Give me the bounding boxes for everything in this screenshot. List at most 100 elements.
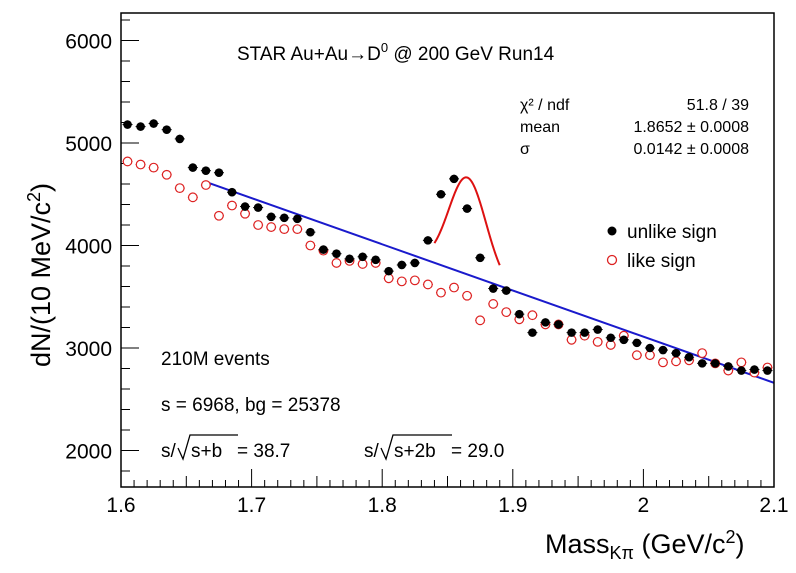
legend-label-unlike: unlike sign [627, 222, 717, 243]
y-tick-label: 4000 [65, 236, 112, 259]
data-point [645, 343, 655, 353]
annotation-counts: s = 6968, bg = 25378 [161, 395, 341, 416]
data-point [305, 240, 316, 251]
fit-stat-chi2-label: χ² / ndf [520, 97, 570, 114]
like-sign-series [122, 156, 773, 378]
legend: unlike sign like sign [606, 222, 717, 272]
data-point [397, 260, 407, 270]
signal-fit-curve [433, 176, 501, 266]
data-point [240, 202, 250, 211]
data-point [606, 333, 616, 343]
legend-label-like: like sign [627, 251, 696, 272]
sig2-prefix: s/ [364, 441, 380, 462]
data-point [123, 120, 132, 129]
sqrt-sign-icon [177, 434, 238, 461]
data-point [528, 328, 537, 337]
data-point [723, 362, 733, 371]
data-point [293, 214, 302, 224]
data-point [266, 222, 277, 232]
data-point [396, 276, 407, 287]
y-axis-title: dN/(10 MeV/c2) [24, 183, 56, 367]
data-point [436, 287, 446, 298]
data-point [567, 328, 576, 337]
sig2-value: = 29.0 [451, 441, 504, 462]
sig1-radicand: s+b [191, 441, 222, 462]
chart-title: STAR Au+Au→D0 @ 200 GeV Run14 [237, 40, 555, 65]
data-point [763, 366, 772, 375]
x-axis-title: MassKπ (GeV/c2) [545, 527, 745, 563]
background-fit-line [205, 181, 775, 384]
unlike-sign-series [122, 119, 773, 375]
data-point [515, 309, 524, 319]
data-point [488, 299, 499, 309]
legend-marker-unlike [607, 226, 617, 236]
data-point [384, 266, 394, 276]
annotation-significance-1: s/ s+b = 38.7 [161, 434, 290, 462]
data-point [554, 320, 563, 329]
x-tick-labels: 1.6 1.7 1.8 1.9 2 2.1 [106, 494, 788, 517]
data-point [371, 255, 380, 265]
data-point [736, 357, 747, 368]
sig1-prefix: s/ [161, 441, 177, 462]
data-point [527, 310, 538, 321]
sqrt-sign-icon [380, 434, 452, 461]
data-point [449, 174, 459, 184]
data-point [214, 210, 224, 221]
data-point [253, 220, 264, 230]
data-point [122, 156, 133, 167]
sig2-radicand: s+2b [394, 441, 436, 462]
data-point [462, 290, 472, 301]
x-tick-label: 1.9 [498, 494, 527, 517]
data-point [135, 159, 146, 170]
y-tick-label: 5000 [65, 133, 112, 156]
data-point [279, 213, 289, 223]
data-point [332, 249, 341, 258]
sig1-value: = 38.7 [237, 441, 290, 462]
data-point [436, 189, 446, 199]
data-point [331, 258, 342, 268]
data-point [462, 204, 472, 213]
data-point [187, 192, 198, 203]
data-point [501, 286, 511, 295]
data-point [423, 279, 433, 290]
data-point [449, 282, 459, 293]
data-point [697, 359, 707, 368]
annotation-events: 210M events [161, 349, 270, 370]
data-point [149, 119, 158, 128]
data-point [475, 315, 486, 326]
data-point [631, 350, 642, 361]
x-tick-label: 1.8 [368, 494, 397, 517]
data-point [175, 134, 185, 144]
data-point [136, 122, 145, 131]
data-point [619, 335, 629, 345]
legend-marker-like [606, 254, 618, 266]
data-point [671, 356, 681, 367]
data-point [750, 365, 759, 374]
data-point [345, 254, 354, 264]
data-point [188, 163, 198, 172]
data-point [253, 203, 263, 212]
data-point [227, 200, 237, 211]
data-point [162, 125, 172, 134]
fit-stat-mean-value: 1.8652 ± 0.0008 [633, 119, 749, 136]
data-point [592, 336, 603, 347]
data-point [710, 359, 720, 368]
data-point [148, 162, 159, 173]
data-point [201, 166, 211, 175]
data-point [174, 183, 185, 194]
axis-ticks [120, 19, 775, 487]
fit-curves [205, 176, 775, 384]
data-point [593, 325, 602, 334]
data-point [227, 187, 237, 197]
data-point [410, 258, 420, 268]
data-point [737, 366, 746, 375]
data-point [475, 253, 485, 263]
annotation-significance-2: s/ s+2b = 29.0 [364, 434, 504, 462]
data-point [488, 284, 498, 293]
data-point [292, 224, 303, 235]
data-point [409, 275, 420, 286]
data-point [423, 236, 433, 245]
data-point [358, 252, 367, 262]
